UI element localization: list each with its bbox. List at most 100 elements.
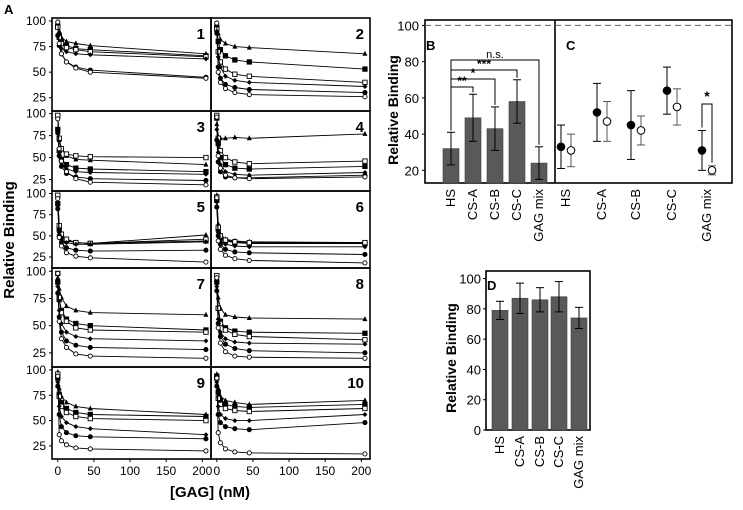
data-point-diamond xyxy=(232,171,238,177)
series-line-diamond xyxy=(57,205,206,245)
data-point-open-square xyxy=(246,239,252,246)
triangle-marker xyxy=(222,397,228,403)
data-point-open-circle xyxy=(55,19,61,25)
data-point-diamond xyxy=(73,51,79,57)
data-point-diamond xyxy=(222,241,228,247)
y-tick-label: 80 xyxy=(405,55,419,70)
open-square-marker xyxy=(222,154,229,161)
data-point-circle xyxy=(217,420,223,426)
triangle-marker xyxy=(56,28,62,34)
data-point-triangle xyxy=(203,311,209,317)
series-line-open-circle xyxy=(216,117,365,180)
y-tick-label: 100 xyxy=(26,363,46,377)
data-point-diamond xyxy=(87,52,93,58)
circle-marker xyxy=(222,246,229,252)
data-point-triangle xyxy=(203,232,209,237)
open-circle-marker xyxy=(56,234,62,241)
circle-marker xyxy=(55,32,61,38)
error-bar xyxy=(516,282,524,314)
data-point-open-square xyxy=(203,329,209,335)
bar-cs-a xyxy=(511,297,529,431)
series-line-triangle xyxy=(216,277,365,320)
data-point-square xyxy=(222,161,229,168)
open-square-marker xyxy=(232,331,238,338)
open-square-marker xyxy=(63,409,70,416)
circle-marker xyxy=(56,411,62,418)
data-point-open-square xyxy=(73,325,79,331)
data-point-open-circle xyxy=(246,450,252,456)
series-line-open-circle xyxy=(57,118,206,186)
y-tick-label: 75 xyxy=(33,291,47,305)
open-circle-marker xyxy=(214,375,220,381)
x-tick-label: 0 xyxy=(54,464,61,478)
y-tick-label: 75 xyxy=(33,40,47,54)
subplot-6: 6 xyxy=(210,190,371,269)
open-square-marker xyxy=(73,325,79,331)
series-line-triangle xyxy=(57,196,206,244)
open-point xyxy=(602,117,612,126)
data-point-open-circle xyxy=(362,260,368,266)
data-point-open-circle xyxy=(203,182,209,188)
series-line-circle xyxy=(57,208,206,252)
subplot-frame xyxy=(51,17,212,112)
y-tick-label: 60 xyxy=(467,332,481,347)
series-line-diamond xyxy=(57,131,206,175)
data-point-diamond xyxy=(214,126,220,132)
open-circle-marker xyxy=(362,174,368,180)
data-point-circle xyxy=(55,290,61,296)
data-point-open-circle xyxy=(246,176,252,182)
circle-marker xyxy=(246,427,252,433)
diamond-marker xyxy=(222,241,228,247)
y-tick-label: 75 xyxy=(33,208,47,222)
data-point-open-square xyxy=(246,161,252,167)
panel-d-ylabel: Relative Binding xyxy=(443,303,459,413)
open-circle-marker xyxy=(222,85,229,92)
diamond-marker xyxy=(222,73,228,79)
open-circle-marker xyxy=(58,438,64,444)
data-point-open-square xyxy=(232,239,238,245)
panel-a-ylabel: Relative Binding xyxy=(1,181,18,299)
open-circle-marker xyxy=(73,351,79,357)
x-tick-label: CS-A xyxy=(465,189,480,220)
diamond-marker xyxy=(87,336,93,342)
data-point-open-circle xyxy=(73,351,79,357)
data-point-circle xyxy=(87,248,93,254)
triangle-marker xyxy=(246,44,252,50)
triangle-marker xyxy=(362,316,368,322)
open-circle-marker xyxy=(222,349,229,355)
data-point-open-circle xyxy=(232,353,238,359)
diamond-marker xyxy=(203,56,209,62)
data-point-circle xyxy=(246,250,252,256)
y-tick-label: 75 xyxy=(33,388,47,402)
series-line-triangle xyxy=(216,24,365,55)
data-point-triangle xyxy=(246,135,252,141)
data-point-open-circle xyxy=(58,336,64,342)
subplot-label: 1 xyxy=(197,26,205,43)
data-point-open-square xyxy=(246,73,252,79)
panel-a-label: A xyxy=(4,2,14,17)
data-point-diamond xyxy=(203,171,209,177)
data-point-open-circle xyxy=(232,90,238,96)
data-point-open-circle xyxy=(203,355,209,361)
open-circle-marker xyxy=(55,196,61,202)
data-point-circle xyxy=(58,424,64,430)
data-point-square xyxy=(63,161,70,168)
data-point-open-circle xyxy=(222,446,229,452)
data-point-diamond xyxy=(246,79,252,85)
panel-c-label: C xyxy=(566,38,576,53)
data-point-diamond xyxy=(203,56,209,62)
data-point-square xyxy=(246,329,252,335)
data-point-open-circle xyxy=(56,432,62,438)
data-point-open-square xyxy=(87,327,93,333)
x-tick-label: 150 xyxy=(315,464,335,478)
subplot-5: 5 25 50 75 100 xyxy=(26,187,212,269)
series-line-diamond xyxy=(216,201,365,248)
circle-marker xyxy=(73,247,79,253)
data-point-triangle xyxy=(73,156,79,162)
open-circle-marker xyxy=(232,449,238,455)
y-tick-label: 50 xyxy=(33,319,47,333)
data-point-open-circle xyxy=(55,270,61,276)
diamond-marker xyxy=(63,420,69,426)
data-point-circle xyxy=(203,347,209,353)
data-point-circle xyxy=(246,348,252,354)
